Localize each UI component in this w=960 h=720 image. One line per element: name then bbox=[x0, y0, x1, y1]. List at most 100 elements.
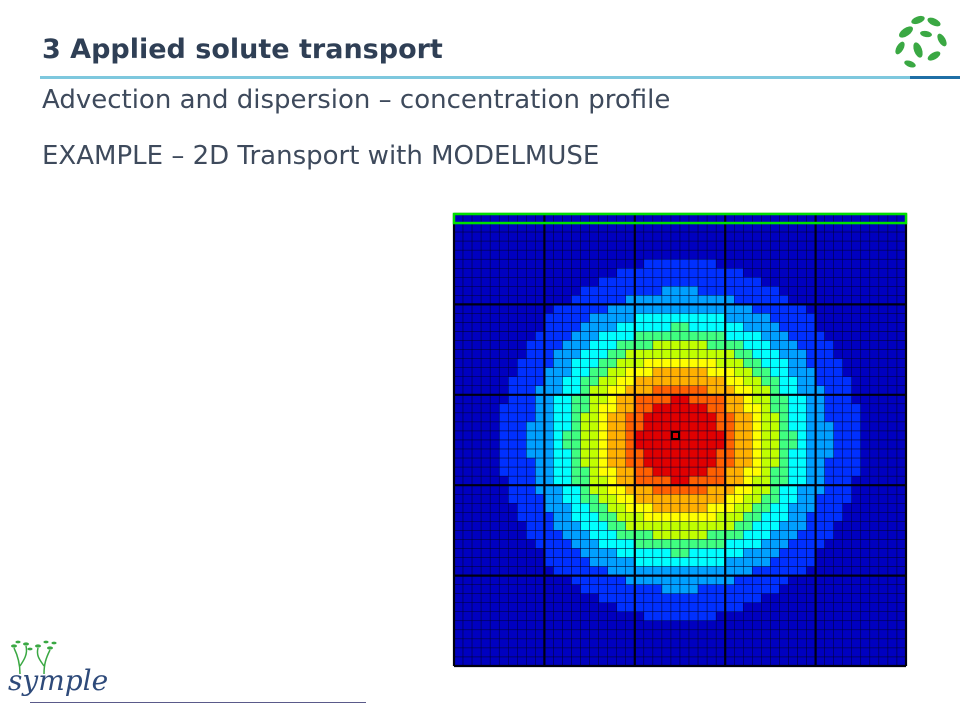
grid-cell bbox=[860, 439, 871, 450]
grid-cell bbox=[471, 602, 482, 612]
grid-cell bbox=[652, 629, 663, 640]
grid-cell bbox=[634, 566, 645, 576]
grid-cell bbox=[724, 475, 735, 486]
grid-cell bbox=[824, 602, 834, 612]
grid-cell bbox=[743, 638, 753, 649]
grid-cell bbox=[489, 602, 500, 612]
grid-cell bbox=[833, 475, 843, 486]
grid-cell bbox=[535, 475, 545, 486]
grid-cell bbox=[517, 557, 527, 567]
grid-cell bbox=[887, 258, 898, 269]
grid-cell bbox=[489, 376, 500, 386]
grid-cell bbox=[661, 566, 672, 576]
grid-cell bbox=[517, 295, 527, 305]
grid-cell bbox=[643, 466, 654, 477]
grid-cell bbox=[824, 394, 834, 405]
grid-cell bbox=[553, 512, 563, 522]
grid-cell bbox=[851, 484, 862, 495]
grid-cell bbox=[878, 566, 889, 576]
grid-cell bbox=[743, 421, 753, 432]
grid-cell bbox=[688, 258, 699, 269]
grid-cell bbox=[607, 620, 617, 631]
grid-cell bbox=[896, 503, 907, 513]
grid-cell bbox=[580, 548, 590, 558]
grid-cell bbox=[724, 521, 735, 531]
grid-cell bbox=[824, 557, 834, 567]
grid-cell bbox=[779, 376, 789, 386]
grid-cell bbox=[887, 521, 898, 531]
grid-cell bbox=[833, 331, 843, 341]
grid-cell bbox=[598, 430, 608, 441]
grid-cell bbox=[869, 421, 880, 432]
grid-cell bbox=[643, 629, 654, 640]
grid-cell bbox=[616, 430, 626, 441]
grid-cell bbox=[734, 304, 744, 314]
grid-cell bbox=[535, 638, 545, 649]
grid-cell bbox=[679, 412, 690, 423]
grid-cell bbox=[508, 575, 518, 585]
grid-cell bbox=[553, 277, 563, 287]
grid-cell bbox=[761, 268, 771, 278]
grid-cell bbox=[779, 475, 789, 486]
grid-cell bbox=[679, 349, 690, 359]
grid-cell bbox=[589, 548, 599, 558]
grid-cell bbox=[887, 539, 898, 549]
grid-cell bbox=[634, 530, 645, 540]
grid-cell bbox=[824, 240, 834, 251]
grid-cell bbox=[869, 331, 880, 341]
grid-cell bbox=[887, 503, 898, 513]
grid-cell bbox=[562, 602, 572, 612]
grid-cell bbox=[616, 313, 626, 323]
grid-cell bbox=[616, 466, 626, 477]
grid-cell bbox=[688, 295, 699, 305]
grid-cell bbox=[842, 394, 852, 405]
grid-cell bbox=[697, 439, 708, 450]
grid-cell bbox=[706, 548, 717, 558]
grid-cell bbox=[616, 358, 626, 368]
grid-cell bbox=[752, 340, 762, 350]
grid-cell bbox=[878, 530, 889, 540]
grid-cell bbox=[860, 349, 871, 359]
grid-cell bbox=[562, 466, 572, 477]
grid-cell bbox=[896, 249, 907, 260]
grid-cell bbox=[517, 530, 527, 540]
grid-cell bbox=[553, 629, 563, 640]
grid-cell bbox=[670, 222, 681, 233]
grid-cell bbox=[571, 304, 581, 314]
grid-cell bbox=[697, 213, 708, 224]
grid-cell bbox=[535, 222, 545, 233]
grid-cell bbox=[761, 530, 771, 540]
grid-cell bbox=[607, 222, 617, 233]
grid-cell bbox=[643, 213, 654, 224]
grid-cell bbox=[489, 593, 500, 603]
grid-cell bbox=[598, 521, 608, 531]
grid-cell bbox=[706, 638, 717, 649]
grid-cell bbox=[589, 521, 599, 531]
grid-cell bbox=[670, 530, 681, 540]
grid-cell bbox=[544, 367, 554, 377]
grid-cell bbox=[670, 286, 681, 296]
grid-cell bbox=[580, 249, 590, 260]
grid-cell bbox=[643, 258, 654, 269]
grid-cell bbox=[544, 503, 554, 513]
grid-cell bbox=[706, 295, 717, 305]
grid-cell bbox=[462, 494, 473, 504]
grid-cell bbox=[616, 647, 626, 658]
grid-cell bbox=[715, 286, 726, 296]
grid-cell bbox=[598, 466, 608, 477]
grid-cell bbox=[616, 620, 626, 631]
grid-cell bbox=[679, 376, 690, 386]
grid-cell bbox=[652, 602, 663, 612]
grid-cell bbox=[869, 638, 880, 649]
grid-cell bbox=[706, 530, 717, 540]
grid-cell bbox=[706, 475, 717, 486]
grid-cell bbox=[553, 358, 563, 368]
grid-cell bbox=[688, 304, 699, 314]
grid-cell bbox=[797, 421, 807, 432]
grid-cell bbox=[824, 295, 834, 305]
grid-cell bbox=[580, 277, 590, 287]
grid-cell bbox=[571, 466, 581, 477]
grid-cell bbox=[779, 367, 789, 377]
grid-cell bbox=[508, 412, 518, 423]
grid-cell bbox=[833, 548, 843, 558]
